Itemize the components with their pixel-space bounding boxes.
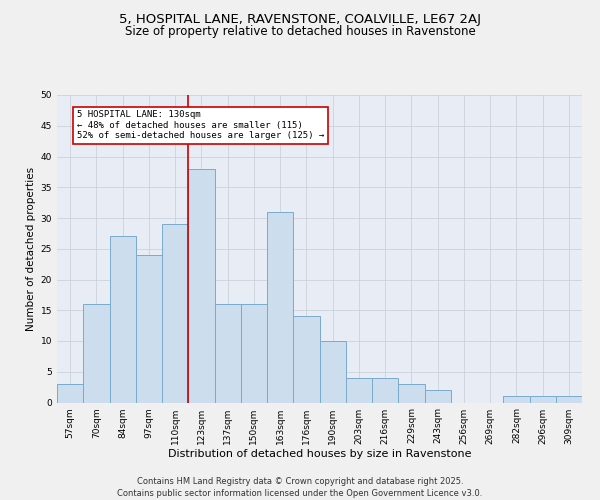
Bar <box>372 378 398 402</box>
Bar <box>556 396 582 402</box>
Y-axis label: Number of detached properties: Number of detached properties <box>26 166 37 331</box>
Bar <box>398 384 425 402</box>
Text: Size of property relative to detached houses in Ravenstone: Size of property relative to detached ho… <box>125 25 475 38</box>
Bar <box>346 378 372 402</box>
Bar <box>110 236 136 402</box>
Bar <box>57 384 83 402</box>
Text: 5, HOSPITAL LANE, RAVENSTONE, COALVILLE, LE67 2AJ: 5, HOSPITAL LANE, RAVENSTONE, COALVILLE,… <box>119 12 481 26</box>
Bar <box>293 316 320 402</box>
Bar <box>162 224 188 402</box>
Text: 5 HOSPITAL LANE: 130sqm
← 48% of detached houses are smaller (115)
52% of semi-d: 5 HOSPITAL LANE: 130sqm ← 48% of detache… <box>77 110 324 140</box>
Bar <box>188 169 215 402</box>
Bar <box>503 396 530 402</box>
Text: Contains HM Land Registry data © Crown copyright and database right 2025.
Contai: Contains HM Land Registry data © Crown c… <box>118 476 482 498</box>
Bar <box>215 304 241 402</box>
X-axis label: Distribution of detached houses by size in Ravenstone: Distribution of detached houses by size … <box>168 450 471 460</box>
Bar <box>267 212 293 402</box>
Bar <box>83 304 110 402</box>
Bar <box>320 341 346 402</box>
Bar <box>530 396 556 402</box>
Bar <box>136 255 162 402</box>
Bar <box>241 304 267 402</box>
Bar <box>425 390 451 402</box>
